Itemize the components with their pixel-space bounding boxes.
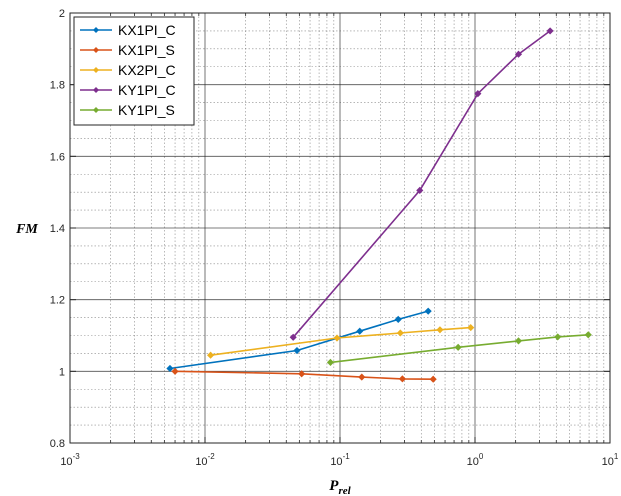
x-tick-label-base: 10 — [195, 456, 207, 468]
data-point — [358, 373, 366, 381]
legend-item: KX1PI_C — [80, 22, 176, 38]
x-tick-label-exponent: 0 — [479, 452, 484, 461]
x-tick-label-exponent: -3 — [73, 452, 81, 461]
data-point — [424, 307, 432, 315]
x-tick-label-base: 10 — [60, 456, 72, 468]
legend-swatch-marker — [93, 107, 99, 113]
series-kx1pi-c — [166, 307, 432, 373]
x-tick-label-exponent: -2 — [208, 452, 216, 461]
y-tick-label: 1.2 — [50, 295, 65, 307]
legend-swatch-marker — [93, 67, 99, 73]
data-point — [166, 364, 174, 373]
legend-label: KY1PI_C — [118, 82, 176, 98]
data-point — [394, 315, 402, 323]
data-point — [546, 27, 554, 35]
legend-swatch-marker — [93, 47, 99, 53]
data-point — [398, 375, 406, 383]
x-tick-label-base: 10 — [330, 456, 342, 468]
x-tick-label: 101 — [602, 452, 619, 468]
data-point — [584, 331, 592, 339]
legend-label: KX2PI_C — [118, 62, 176, 78]
legend: KX1PI_C KX1PI_S KX2PI_C KY1PI_C KY1PI_S — [73, 16, 195, 126]
data-point — [474, 90, 482, 98]
x-tick-label: 100 — [467, 452, 484, 468]
data-point — [171, 367, 179, 375]
data-point — [416, 186, 424, 194]
legend-item: KY1PI_S — [80, 102, 175, 118]
y-axis-title: FM — [15, 222, 38, 237]
y-tick-label: 1 — [59, 366, 65, 378]
legend-swatch-marker — [93, 87, 99, 93]
y-tick-label: 1.4 — [50, 223, 65, 235]
x-tick-label-exponent: 1 — [614, 452, 619, 461]
legend-swatch-marker — [93, 27, 99, 33]
series-layer — [166, 27, 592, 383]
data-point — [454, 343, 462, 351]
data-point — [514, 337, 523, 345]
data-point — [436, 326, 444, 334]
x-axis-title: Prel — [329, 478, 351, 496]
series-kx1pi-s — [171, 367, 437, 383]
x-axis-title-subscript: rel — [338, 485, 351, 496]
legend-item: KX2PI_C — [80, 62, 176, 78]
x-tick-label: 10-3 — [60, 452, 80, 468]
data-point — [333, 334, 341, 342]
x-axis-title-main: P — [329, 478, 339, 494]
legend-label: KX1PI_C — [118, 22, 176, 38]
y-tick-label: 0.8 — [50, 438, 65, 450]
series-ky1pi-s — [326, 331, 592, 366]
series-kx2pi-c — [207, 324, 475, 359]
y-tick-label: 1.6 — [50, 151, 65, 163]
legend-item: KX1PI_S — [80, 42, 175, 58]
y-tick-label: 2 — [59, 8, 65, 20]
data-point — [326, 358, 335, 366]
data-point — [467, 324, 475, 332]
x-tick-label-base: 10 — [467, 456, 479, 468]
x-tick-label: 10-1 — [330, 452, 350, 468]
legend-label: KX1PI_S — [118, 42, 175, 58]
data-point — [298, 370, 306, 378]
x-tick-label: 10-2 — [195, 452, 215, 468]
y-tick-label: 1.8 — [50, 80, 65, 92]
data-point — [554, 333, 562, 341]
data-point — [396, 329, 404, 337]
data-point — [356, 327, 364, 335]
data-point — [514, 50, 523, 58]
x-tick-label-exponent: -1 — [343, 452, 351, 461]
data-point — [289, 333, 297, 341]
series-ky1pi-c — [289, 27, 554, 341]
legend-item: KY1PI_C — [80, 82, 176, 98]
data-point — [293, 346, 301, 355]
x-tick-label-base: 10 — [602, 456, 614, 468]
data-point — [207, 351, 215, 359]
legend-label: KY1PI_S — [118, 102, 175, 118]
data-point — [429, 375, 437, 383]
